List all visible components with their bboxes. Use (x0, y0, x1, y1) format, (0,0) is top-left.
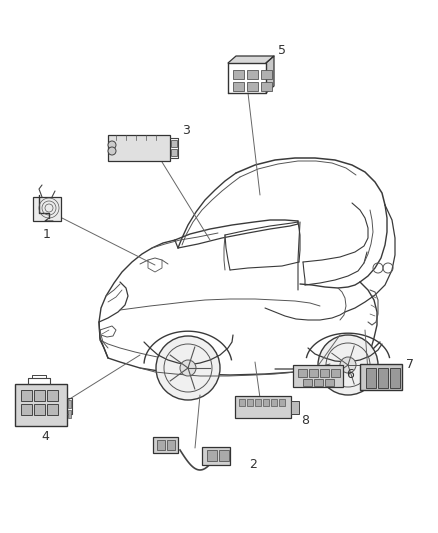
Bar (34, 390, 45, 401)
Text: 7: 7 (406, 358, 414, 370)
Bar (47, 390, 58, 401)
Bar (298, 369, 307, 377)
Bar (255, 399, 261, 406)
Bar (108, 135, 170, 161)
Polygon shape (228, 56, 274, 63)
Bar (279, 399, 285, 406)
Text: 8: 8 (301, 414, 309, 426)
Bar (68, 410, 71, 418)
Bar (293, 365, 343, 387)
Circle shape (108, 141, 116, 149)
Bar (171, 149, 177, 156)
Bar (366, 368, 376, 388)
Bar (33, 197, 61, 221)
Bar (68, 400, 71, 408)
Text: 5: 5 (278, 44, 286, 56)
Bar (320, 369, 329, 377)
Text: 1: 1 (43, 229, 51, 241)
Bar (303, 379, 312, 386)
Bar (360, 364, 402, 390)
Bar (247, 399, 253, 406)
Bar (271, 399, 277, 406)
Bar (153, 437, 178, 453)
Text: 6: 6 (346, 368, 354, 382)
Circle shape (108, 147, 116, 155)
Bar (202, 447, 230, 465)
Bar (167, 440, 175, 450)
Circle shape (156, 336, 220, 400)
Bar (34, 404, 45, 415)
Bar (331, 369, 340, 377)
Bar (239, 399, 245, 406)
Circle shape (180, 360, 196, 376)
Bar (261, 70, 272, 79)
Bar (378, 368, 388, 388)
Bar (309, 369, 318, 377)
Text: 3: 3 (182, 124, 190, 136)
Bar (157, 440, 165, 450)
Circle shape (318, 335, 378, 395)
Bar (390, 368, 400, 388)
Bar (233, 82, 244, 91)
Bar (261, 82, 272, 91)
Bar (171, 140, 177, 147)
Bar (247, 82, 258, 91)
Text: 2: 2 (249, 458, 257, 472)
Text: 4: 4 (41, 430, 49, 442)
Bar (325, 379, 334, 386)
Bar (247, 70, 258, 79)
Bar (47, 404, 58, 415)
Bar (207, 450, 217, 461)
Circle shape (340, 357, 356, 373)
Bar (219, 450, 229, 461)
Bar (21, 404, 32, 415)
Bar (233, 70, 244, 79)
Bar (263, 399, 269, 406)
Bar (21, 390, 32, 401)
Bar (235, 396, 291, 418)
Bar (314, 379, 323, 386)
Bar (15, 384, 67, 426)
Polygon shape (266, 56, 274, 93)
Bar (291, 401, 299, 414)
